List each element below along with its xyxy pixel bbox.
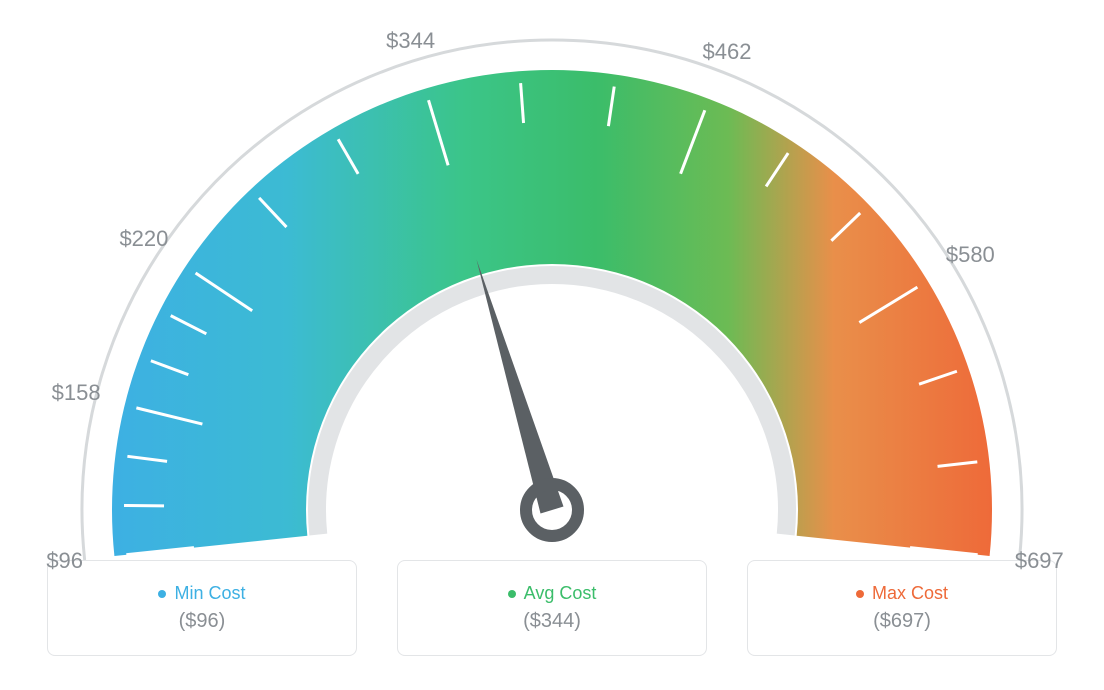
gauge-tick-label: $697 [1015,548,1064,574]
legend-dot-avg [508,590,516,598]
legend-value-min: ($96) [179,610,226,633]
legend-value-max: ($697) [873,610,931,633]
gauge-tick-label: $344 [386,28,435,54]
legend-card-min: Min Cost ($96) [47,560,357,656]
legend-label-avg: Avg Cost [524,583,597,604]
legend-row: Min Cost ($96) Avg Cost ($344) Max Cost … [0,560,1104,676]
gauge-svg [0,0,1104,560]
legend-title-max: Max Cost [856,583,948,604]
legend-title-avg: Avg Cost [508,583,597,604]
gauge-tick-label: $158 [52,380,101,406]
gauge-tick-label: $580 [946,242,995,268]
legend-label-min: Min Cost [174,583,245,604]
legend-card-max: Max Cost ($697) [747,560,1057,656]
gauge-chart: $96$158$220$344$462$580$697 [0,0,1104,560]
gauge-tick-label: $220 [119,226,168,252]
legend-label-max: Max Cost [872,583,948,604]
legend-dot-max [856,590,864,598]
gauge-tick-label: $96 [46,548,83,574]
legend-card-avg: Avg Cost ($344) [397,560,707,656]
legend-title-min: Min Cost [158,583,245,604]
legend-value-avg: ($344) [523,610,581,633]
legend-dot-min [158,590,166,598]
gauge-tick-label: $462 [703,39,752,65]
